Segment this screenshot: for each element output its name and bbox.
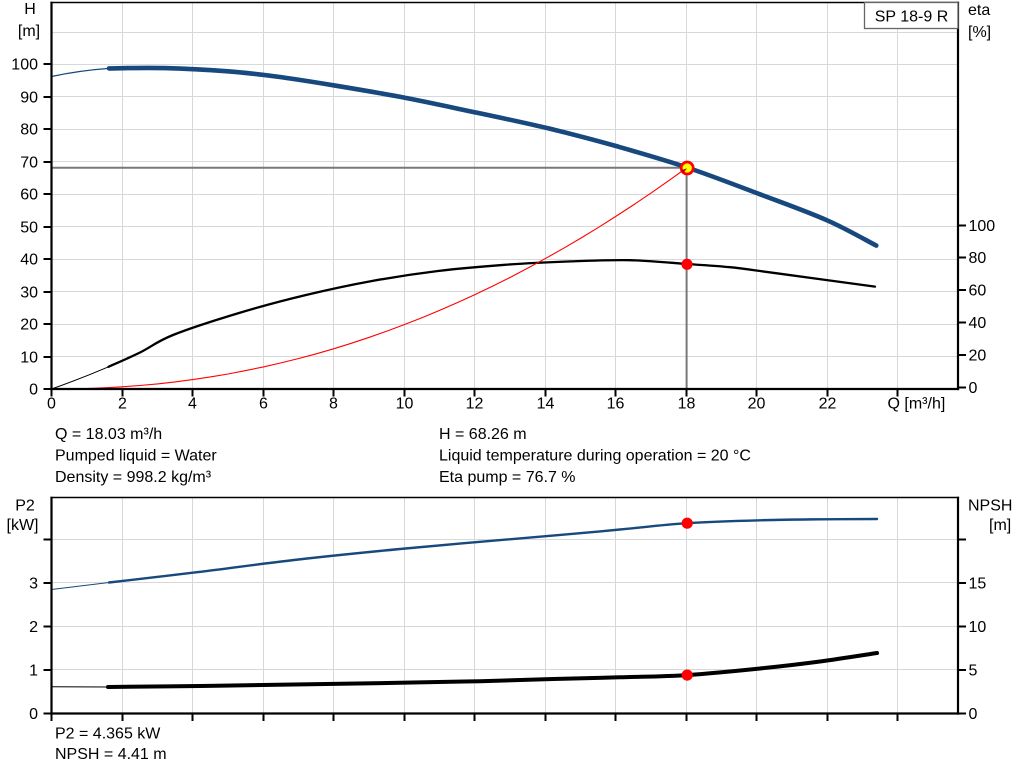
- svg-text:20: 20: [748, 396, 766, 413]
- svg-text:3: 3: [29, 576, 38, 593]
- svg-text:60: 60: [20, 187, 38, 204]
- svg-text:15: 15: [969, 576, 987, 593]
- svg-text:0: 0: [29, 706, 38, 723]
- svg-text:[m]: [m]: [18, 23, 40, 40]
- svg-text:6: 6: [259, 396, 268, 413]
- svg-text:Q [m³/h]: Q [m³/h]: [888, 396, 946, 413]
- svg-text:0: 0: [969, 380, 978, 397]
- svg-text:[%]: [%]: [968, 24, 991, 41]
- svg-text:100: 100: [969, 218, 996, 235]
- svg-text:30: 30: [20, 285, 38, 302]
- svg-text:16: 16: [607, 396, 625, 413]
- svg-text:NPSH: NPSH: [968, 498, 1012, 515]
- svg-text:40: 40: [969, 315, 987, 332]
- svg-text:Density = 998.2 kg/m³: Density = 998.2 kg/m³: [55, 469, 212, 486]
- svg-text:Liquid temperature during oper: Liquid temperature during operation = 20…: [439, 448, 751, 465]
- svg-text:60: 60: [969, 283, 987, 300]
- svg-text:SP 18-9 R: SP 18-9 R: [875, 9, 949, 26]
- svg-text:80: 80: [20, 122, 38, 139]
- svg-text:4: 4: [188, 396, 197, 413]
- svg-text:18: 18: [678, 396, 696, 413]
- svg-text:8: 8: [329, 396, 338, 413]
- svg-text:eta: eta: [968, 2, 990, 19]
- svg-text:Q = 18.03 m³/h: Q = 18.03 m³/h: [55, 426, 162, 443]
- svg-text:90: 90: [20, 90, 38, 107]
- svg-text:Pumped liquid = Water: Pumped liquid = Water: [55, 448, 217, 465]
- svg-text:5: 5: [969, 663, 978, 680]
- svg-text:10: 10: [396, 396, 414, 413]
- svg-text:Eta pump = 76.7 %: Eta pump = 76.7 %: [439, 469, 576, 486]
- svg-text:80: 80: [969, 250, 987, 267]
- svg-text:22: 22: [819, 396, 837, 413]
- svg-text:14: 14: [537, 396, 555, 413]
- svg-text:20: 20: [969, 348, 987, 365]
- svg-text:12: 12: [466, 396, 484, 413]
- svg-text:0: 0: [29, 382, 38, 399]
- svg-text:NPSH = 4.41 m: NPSH = 4.41 m: [55, 746, 167, 763]
- svg-text:40: 40: [20, 252, 38, 269]
- svg-text:2: 2: [118, 396, 127, 413]
- svg-text:P2 = 4.365 kW: P2 = 4.365 kW: [55, 726, 161, 743]
- svg-text:20: 20: [20, 317, 38, 334]
- svg-text:50: 50: [20, 220, 38, 237]
- svg-text:[kW]: [kW]: [7, 517, 39, 534]
- svg-text:P2: P2: [15, 498, 35, 515]
- svg-text:0: 0: [47, 396, 56, 413]
- svg-text:70: 70: [20, 155, 38, 172]
- svg-text:1: 1: [29, 663, 38, 680]
- svg-text:[m]: [m]: [989, 517, 1011, 534]
- svg-text:H = 68.26 m: H = 68.26 m: [439, 426, 527, 443]
- svg-text:0: 0: [969, 706, 978, 723]
- svg-text:H: H: [24, 1, 36, 18]
- svg-text:100: 100: [11, 57, 38, 74]
- svg-text:10: 10: [969, 619, 987, 636]
- svg-text:10: 10: [20, 350, 38, 367]
- svg-text:2: 2: [29, 619, 38, 636]
